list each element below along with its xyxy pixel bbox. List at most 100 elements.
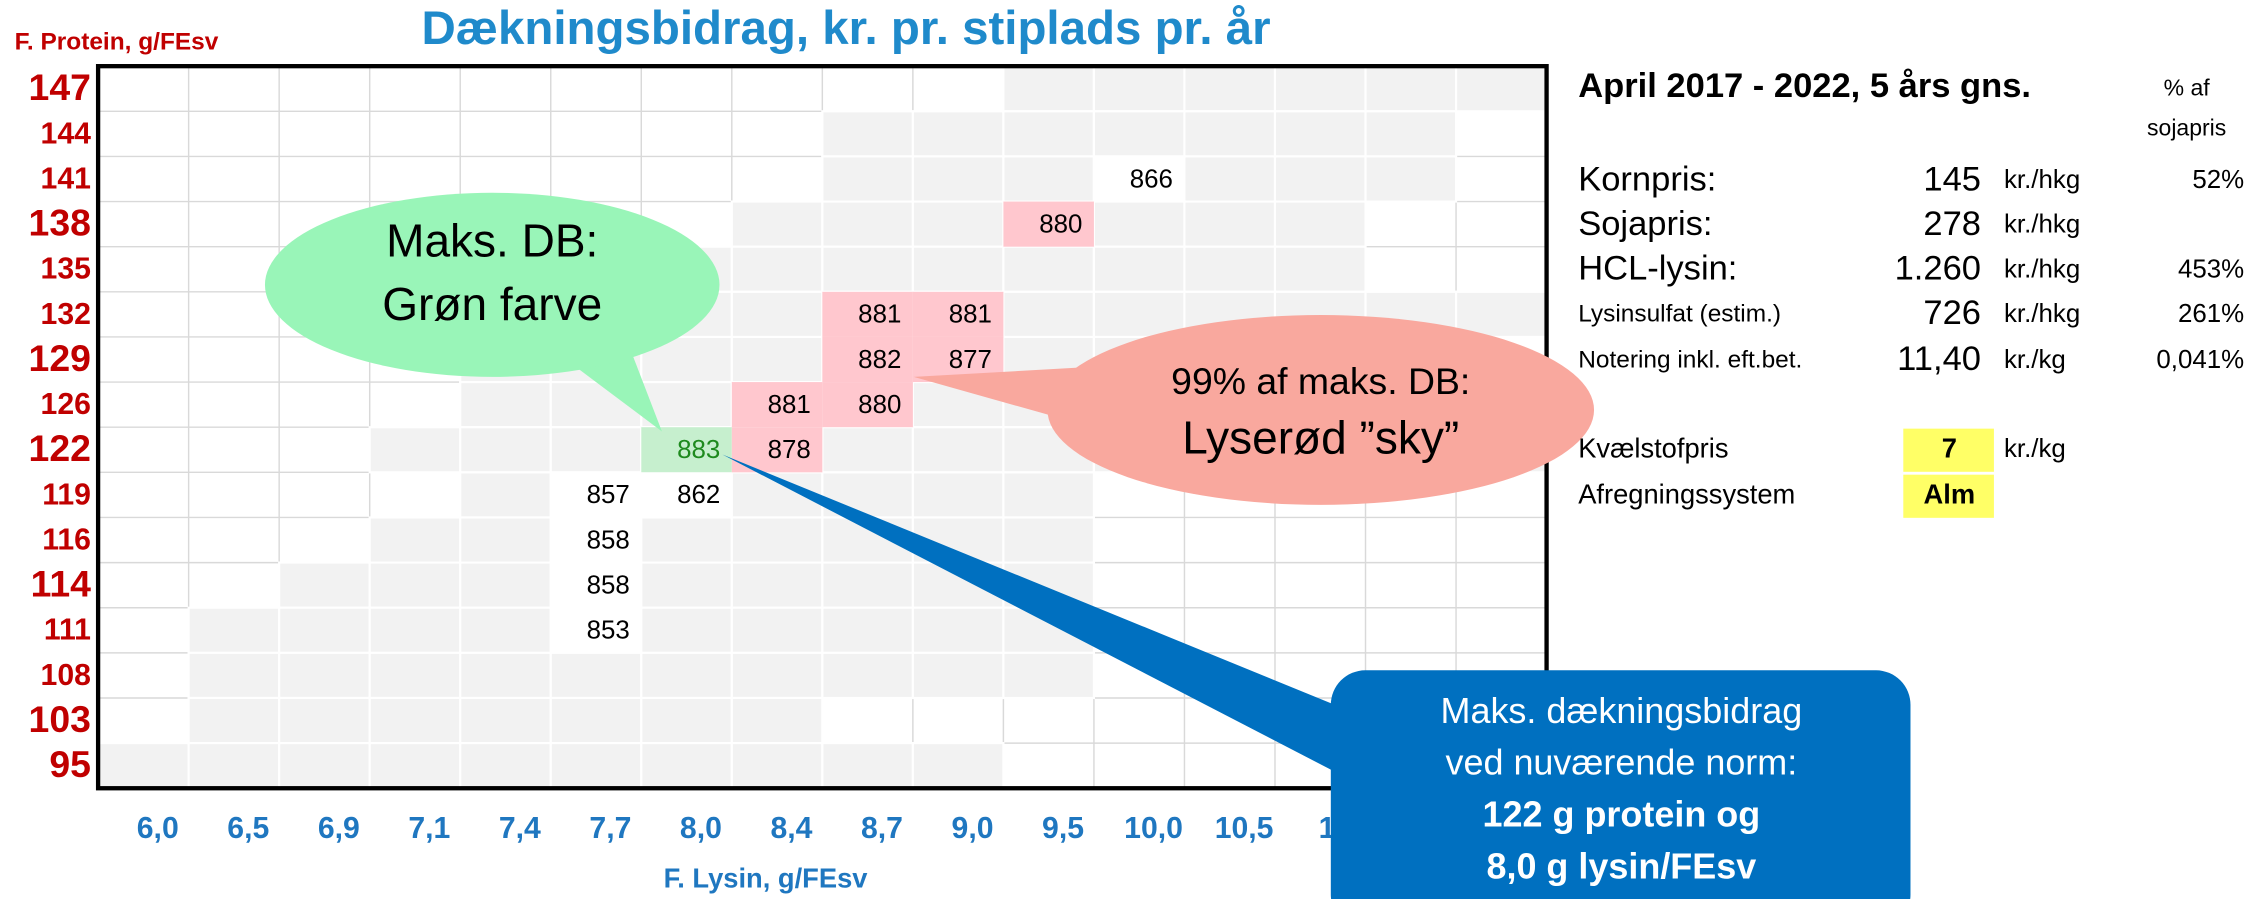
y-tick-label: 95	[49, 743, 91, 785]
y-tick-label: 108	[41, 659, 91, 692]
cell	[1003, 201, 1094, 247]
cell	[550, 607, 642, 653]
shaded-cell	[640, 516, 733, 564]
shaded-cell	[640, 742, 733, 790]
panel-unit: kr./hkg	[2004, 255, 2080, 283]
shaded-cell	[1183, 65, 1277, 113]
shaded-cell	[549, 742, 643, 790]
cell-label: 866	[1130, 165, 1173, 193]
shaded-cell	[730, 742, 824, 790]
y-tick-label: 119	[42, 478, 91, 511]
panel-value: 145	[1923, 160, 1981, 198]
shaded-cell	[368, 606, 462, 654]
panel-unit: kr./hkg	[2004, 166, 2080, 194]
chart-title: Dækningsbidrag, kr. pr. stiplads pr. år	[422, 2, 1271, 55]
shaded-cell	[730, 696, 824, 745]
panel-value: 278	[1923, 205, 1981, 243]
cell-label: 881	[858, 301, 901, 329]
shaded-cell	[730, 606, 824, 654]
cell	[731, 382, 823, 428]
panel-header: sojapris	[2147, 115, 2226, 141]
callout-blue	[1330, 670, 1911, 899]
shaded-cell	[911, 155, 1005, 203]
cell-label: 862	[677, 481, 720, 509]
shaded-cell	[1092, 200, 1186, 248]
panel-label: Kornpris:	[1578, 160, 1716, 198]
shaded-cell	[1092, 290, 1186, 339]
callout-text: Maks. dækningsbidrag	[1441, 690, 1803, 731]
shaded-cell	[730, 290, 824, 339]
shaded-cell	[730, 516, 824, 564]
shaded-cell	[368, 516, 462, 564]
shaded-cell	[1002, 65, 1096, 113]
shaded-cell	[459, 606, 552, 654]
shaded-cell	[549, 651, 643, 700]
x-tick-label: 8,7	[861, 812, 903, 845]
x-tick-label: 6,0	[137, 812, 179, 845]
cell-label: 882	[858, 346, 901, 374]
shaded-cell	[730, 200, 824, 248]
y-tick-label: 114	[31, 562, 92, 604]
shaded-cell	[821, 245, 914, 293]
panel-label: Afregningssystem	[1578, 478, 1795, 509]
cell	[822, 336, 913, 383]
shaded-cell	[911, 110, 1005, 158]
shaded-cell	[1092, 110, 1186, 158]
callout-text: 8,0 g lysin/FEsv	[1486, 845, 1756, 886]
shaded-cell	[1364, 110, 1458, 158]
x-tick-label: 10,0	[1124, 812, 1183, 845]
shaded-cell	[821, 561, 914, 609]
callout-text: Maks. DB:	[386, 215, 598, 267]
shaded-cell	[911, 651, 1005, 700]
shaded-cell	[821, 200, 914, 248]
cell-label: 858	[587, 571, 630, 599]
shaded-cell	[1002, 290, 1096, 339]
shaded-cell	[1002, 245, 1096, 293]
shaded-cell	[1273, 155, 1367, 203]
shaded-cell	[911, 606, 1005, 654]
x-tick-label: 8,4	[770, 812, 812, 845]
callout-tail	[575, 356, 662, 432]
shaded-cell	[1454, 290, 1548, 339]
shaded-cell	[911, 426, 1005, 474]
shaded-cell	[368, 696, 462, 745]
callout-text: Grøn farve	[382, 278, 602, 330]
panel-value: 1.260	[1895, 250, 1981, 288]
shaded-cell	[640, 696, 733, 745]
callout-text: 122 g protein og	[1483, 794, 1761, 835]
cell-label: 878	[768, 436, 811, 464]
shaded-cell	[911, 245, 1005, 293]
panel-header: % af	[2164, 74, 2211, 100]
shaded-cell	[368, 426, 462, 474]
panel-label: Sojapris:	[1578, 205, 1712, 243]
panel-unit: kr./kg	[2004, 346, 2066, 374]
shaded-cell	[278, 742, 371, 790]
shaded-cell	[730, 561, 824, 609]
shaded-cell	[1002, 155, 1096, 203]
shaded-cell	[1092, 65, 1186, 113]
shaded-cell	[730, 245, 824, 293]
x-tick-label: 8,0	[680, 812, 722, 845]
shaded-cell	[1183, 245, 1277, 293]
shaded-cell	[278, 606, 371, 654]
x-tick-label: 7,7	[589, 812, 631, 845]
x-tick-label: 9,0	[952, 812, 994, 845]
shaded-cell	[278, 651, 371, 700]
panel-pct: 453%	[2178, 255, 2244, 283]
shaded-cell	[1454, 65, 1548, 113]
x-axis-title: F. Lysin, g/FEsv	[664, 863, 869, 894]
cell-label: 853	[587, 617, 630, 645]
y-tick-label: 144	[41, 117, 92, 150]
panel-value: Alm	[1924, 478, 1976, 509]
shaded-cell	[821, 110, 914, 158]
y-tick-label: 147	[29, 66, 91, 108]
y-tick-label: 129	[29, 337, 91, 379]
cell-label: 881	[768, 391, 811, 419]
y-tick-label: 132	[41, 298, 91, 331]
shaded-cell	[278, 561, 371, 609]
shaded-cell	[911, 471, 1005, 519]
panel-unit: kr./kg	[2004, 435, 2066, 463]
shaded-cell	[549, 696, 643, 745]
shaded-cell	[459, 516, 552, 564]
